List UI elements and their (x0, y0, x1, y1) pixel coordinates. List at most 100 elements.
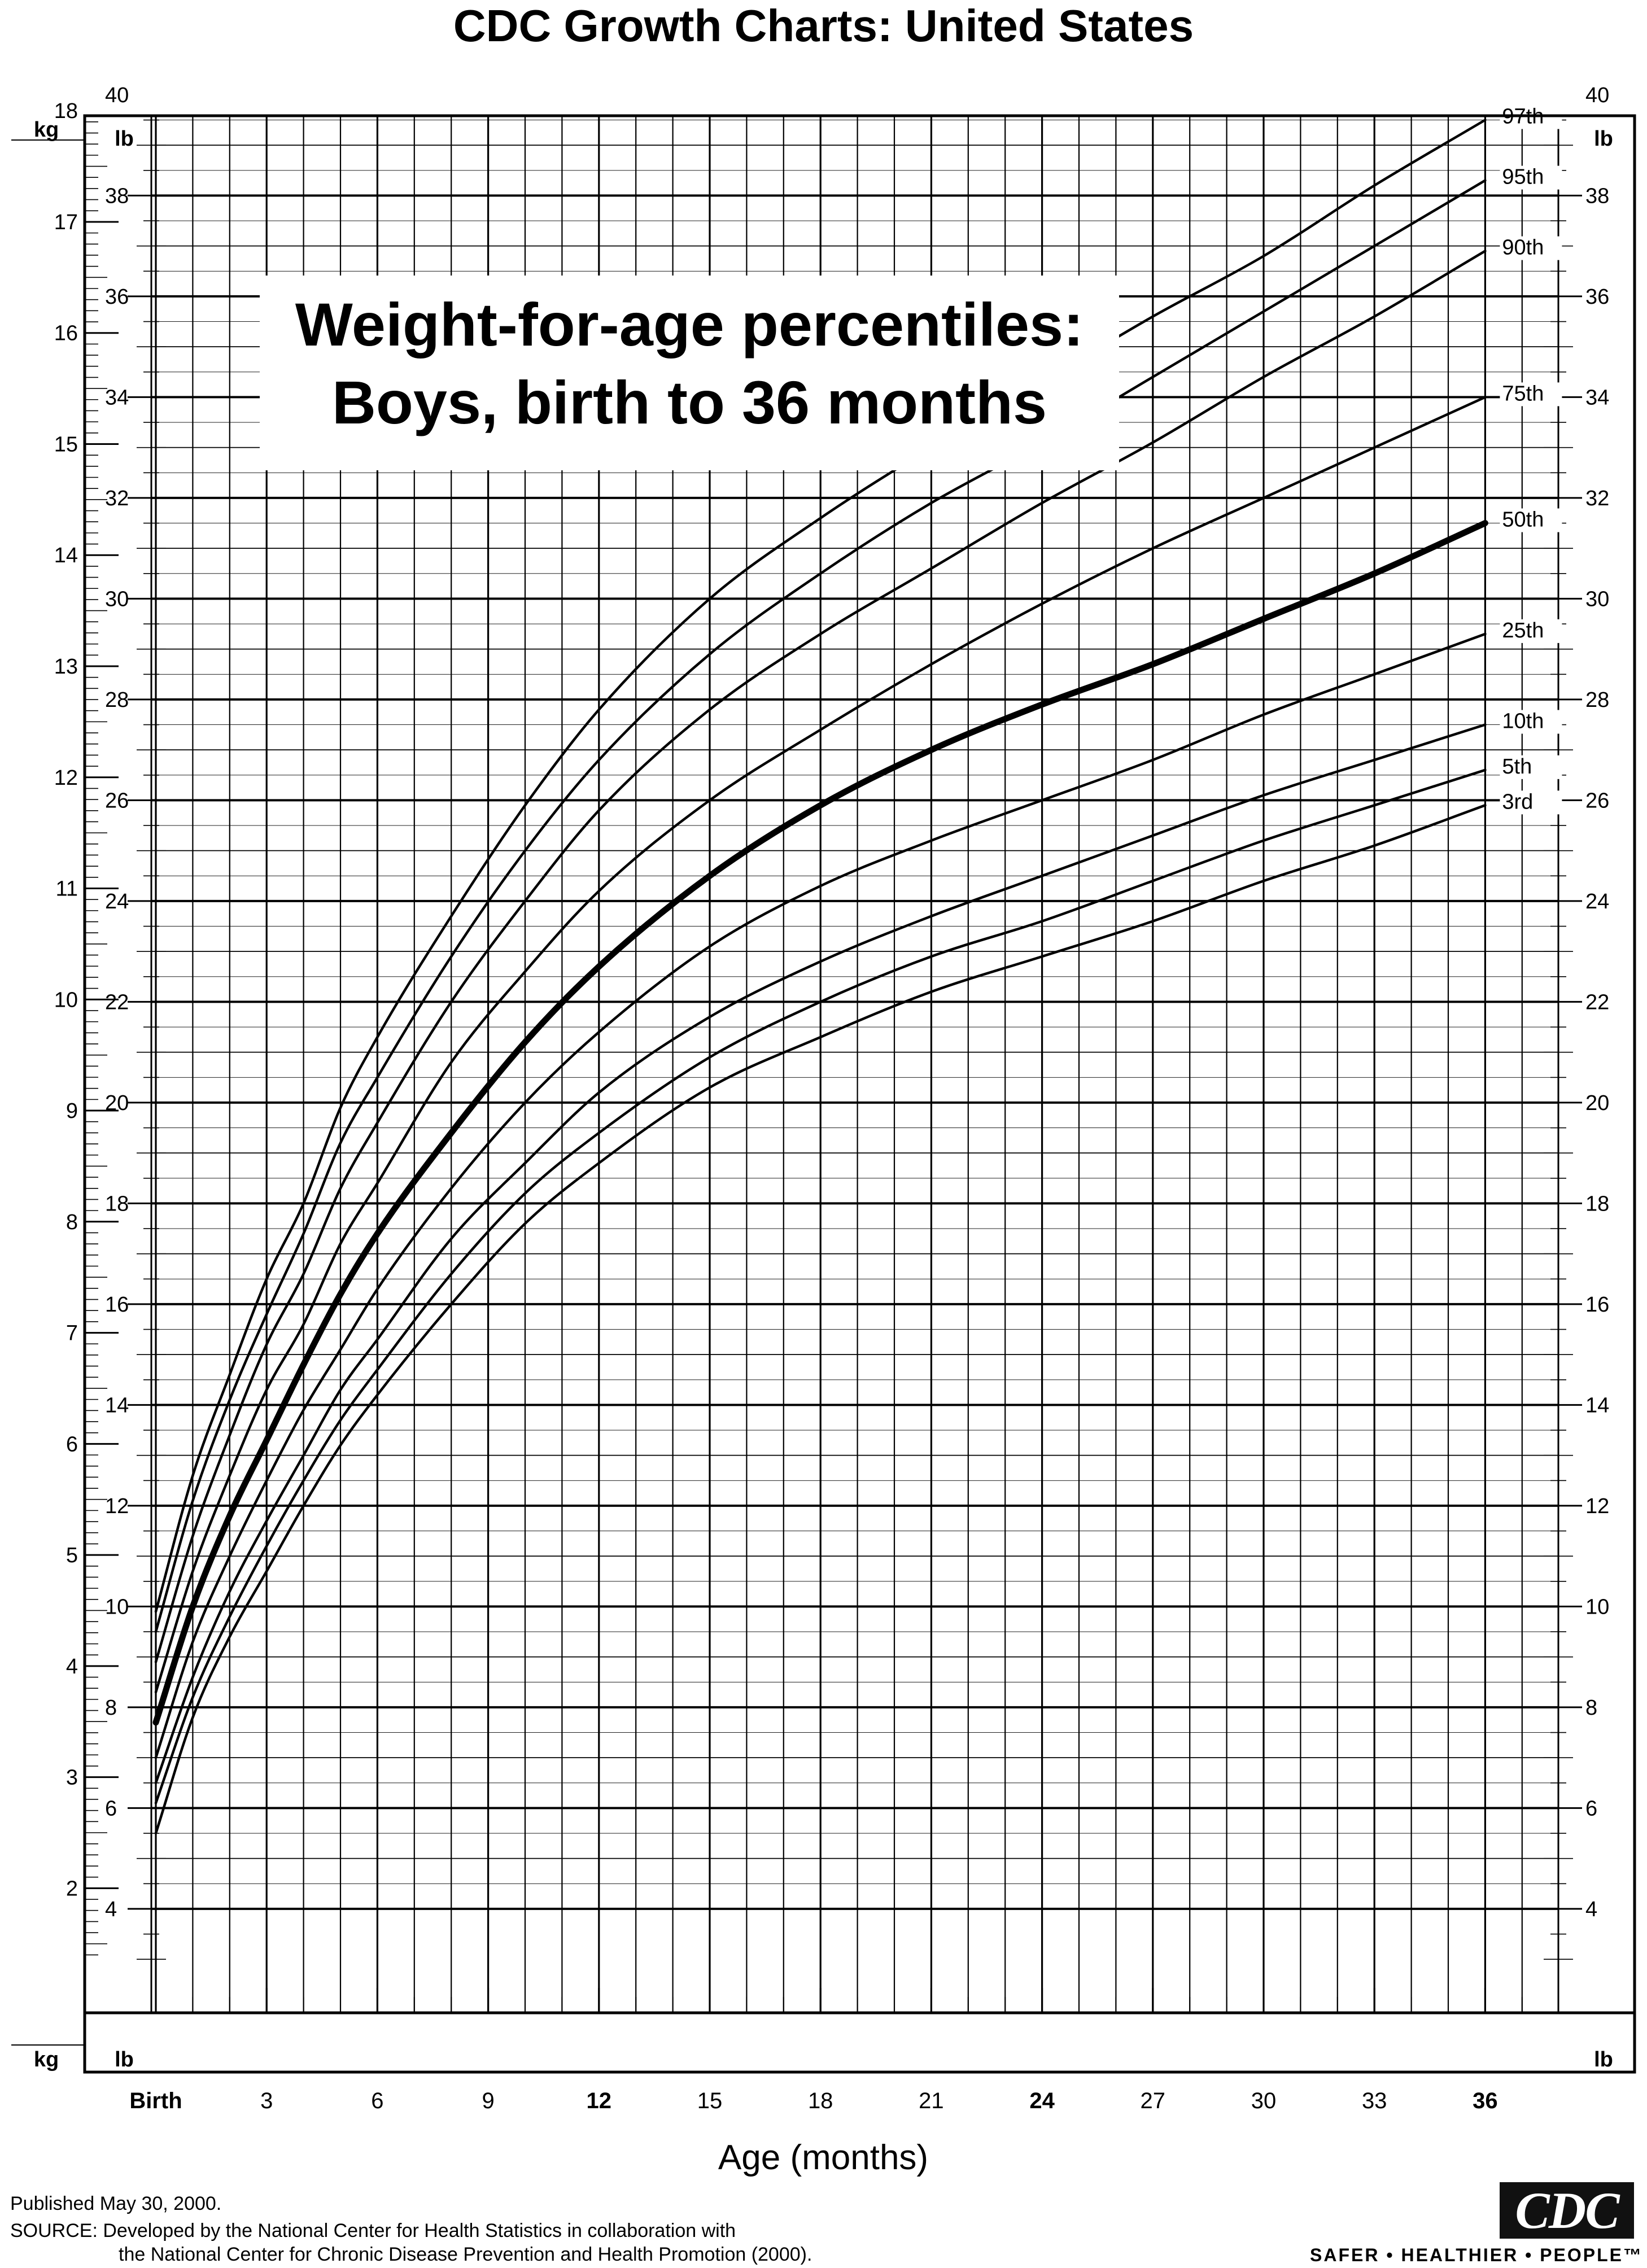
lb-tick-label-left: 24 (105, 890, 129, 914)
source-note-line2: the National Center for Chronic Disease … (119, 2244, 812, 2265)
x-axis-title: Age (months) (718, 2138, 929, 2177)
lb-tick-label-left: 28 (105, 688, 129, 712)
source-note-line1: SOURCE: Developed by the National Center… (10, 2220, 736, 2241)
lb-tick-label-left: 16 (105, 1293, 129, 1317)
percentile-label-bg-10th (1500, 710, 1562, 734)
percentile-curve-25th (154, 632, 1487, 1759)
x-axis: Birth 3 6 9 12 15 18 21 24 27 30 33 36 (129, 1988, 1523, 2113)
percentile-label-75th: 75th (1502, 382, 1544, 405)
x-tick-label: 12 (587, 2088, 612, 2113)
lb-tick-label-right: 4 (1585, 1898, 1597, 1921)
lb-tick-label-left: 38 (105, 184, 129, 208)
lb-tick-label-right: 30 (1585, 587, 1609, 611)
cdc-logo-text: CDC (1500, 2182, 1634, 2239)
lb-tick-label-right: 14 (1585, 1393, 1609, 1417)
lb-tick-label-left: 12 (105, 1494, 129, 1518)
published-note: Published May 30, 2000. (10, 2193, 222, 2214)
percentile-curve-3rd (154, 804, 1487, 1835)
lb-tick-label-left: 32 (105, 487, 129, 510)
lb-tick-label-right: 10 (1585, 1595, 1609, 1619)
chart-title-box: Weight-for-age percentiles: Boys, birth … (260, 276, 1119, 470)
lb-tick-label-right: 6 (1585, 1797, 1597, 1820)
percentile-label-50th: 50th (1502, 508, 1544, 532)
lb-tick-label-right: 34 (1585, 386, 1609, 409)
x-tick-label: 6 (371, 2088, 383, 2113)
kg-tick-label: 13 (54, 655, 78, 679)
percentile-curve-75th (154, 396, 1487, 1694)
kg-unit-label-top: kg (34, 118, 59, 142)
percentile-label-95th: 95th (1502, 165, 1544, 189)
lb-tick-label-right: 38 (1585, 184, 1609, 208)
kg-tick-label: 8 (66, 1211, 78, 1234)
lb-tick-label-left: 22 (105, 990, 129, 1014)
lb-tick-label-left: 26 (105, 789, 129, 812)
x-tick-label: 24 (1029, 2088, 1055, 2113)
percentile-curve-95th (154, 179, 1487, 1633)
percentile-label-25th: 25th (1502, 619, 1544, 643)
x-tick-label: 36 (1473, 2088, 1498, 2113)
lb-tick-label-right: 28 (1585, 688, 1609, 712)
percentile-label-bg-97th (1500, 105, 1562, 129)
percentile-label-bg-75th (1500, 382, 1562, 407)
kg-tick-label: 10 (54, 988, 78, 1012)
lb-tick-label-right: 18 (1585, 1192, 1609, 1216)
x-tick-label: 27 (1141, 2088, 1166, 2113)
kg-unit-label-bottom: kg (34, 2048, 59, 2072)
lb-tick-label-left: 8 (105, 1696, 117, 1720)
percentile-label-5th: 5th (1502, 755, 1532, 779)
percentile-label-3rd: 3rd (1502, 790, 1533, 814)
lb-tick-label-left: 40 (105, 84, 129, 107)
kg-tick-label: 5 (66, 1544, 78, 1567)
x-tick-label: 33 (1362, 2088, 1387, 2113)
lb-axis: 4 4 6 6 8 8 10 10 12 12 14 14 16 16 18 18 20 20 22 22 24 24 26… (105, 84, 1613, 2072)
lb-unit-label-top-right: lb (1594, 127, 1613, 151)
chart-title-background (260, 276, 1119, 470)
kg-tick-label: 12 (54, 766, 78, 790)
kg-tick-label: 11 (56, 877, 78, 901)
kg-tick-label: 7 (66, 1322, 78, 1345)
kg-tick-label: 14 (54, 544, 78, 567)
percentile-curves (152, 119, 1488, 1835)
chart-title: Weight-for-age percentiles: (295, 290, 1084, 359)
kg-tick-label: 4 (66, 1655, 78, 1679)
x-tick-label: 18 (808, 2088, 833, 2113)
lb-tick-label-right: 8 (1585, 1696, 1597, 1720)
x-tick-label: 30 (1251, 2088, 1277, 2113)
x-tick-label: Birth (129, 2088, 182, 2113)
cdc-logo: CDC (1500, 2182, 1634, 2239)
kg-tick-label: 9 (66, 1099, 78, 1123)
lb-tick-label-right: 26 (1585, 789, 1609, 812)
percentile-curve-90th (154, 250, 1487, 1663)
chart-subtitle: Boys, birth to 36 months (332, 368, 1047, 436)
x-tick-label: 9 (482, 2088, 494, 2113)
lb-unit-label-bottom-right: lb (1594, 2048, 1613, 2072)
percentile-curve-10th (154, 723, 1487, 1785)
lb-tick-label-right: 32 (1585, 487, 1609, 510)
lb-tick-label-right: 36 (1585, 285, 1609, 309)
lb-tick-label-right: 22 (1585, 990, 1609, 1014)
percentile-label-bg-90th (1500, 236, 1562, 260)
lb-tick-label-right: 20 (1585, 1091, 1609, 1115)
lb-tick-label-right: 12 (1585, 1494, 1609, 1518)
percentile-label-90th: 90th (1502, 236, 1544, 260)
lb-tick-label-left: 20 (105, 1091, 129, 1115)
lb-unit-label-bottom-left: lb (115, 2048, 134, 2072)
percentile-label-bg-95th (1500, 165, 1562, 190)
kg-tick-label: 17 (54, 211, 78, 234)
lb-tick-label-left: 6 (105, 1797, 117, 1820)
percentile-curve-50th (152, 520, 1488, 1726)
lb-tick-label-left: 18 (105, 1192, 129, 1216)
lb-tick-label-right: 16 (1585, 1293, 1609, 1317)
percentile-curve-5th (154, 768, 1487, 1804)
x-tick-label: 15 (697, 2088, 723, 2113)
lb-tick-label-left: 10 (105, 1595, 129, 1619)
lb-unit-label-top-left: lb (115, 127, 134, 151)
percentile-label-10th: 10th (1502, 710, 1544, 733)
x-tick-label: 21 (919, 2088, 944, 2113)
lb-tick-label-left: 30 (105, 587, 129, 611)
percentile-label-bg-3rd (1500, 790, 1562, 815)
kg-tick-label: 16 (54, 322, 78, 346)
cdc-tagline: SAFER • HEALTHIER • PEOPLE™ (1310, 2245, 1643, 2265)
